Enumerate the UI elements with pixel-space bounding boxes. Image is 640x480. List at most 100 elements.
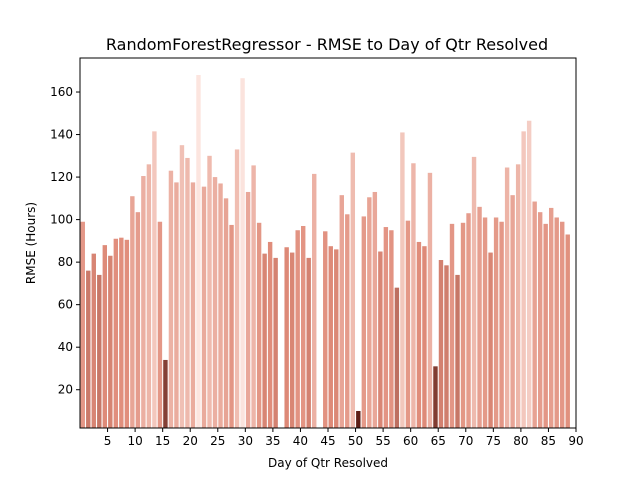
bar-day-14 bbox=[157, 221, 163, 428]
bar-day-3 bbox=[97, 274, 102, 428]
bar-day-49 bbox=[350, 152, 356, 428]
bar-day-9 bbox=[130, 196, 135, 428]
bar-day-53 bbox=[372, 191, 378, 428]
bar-day-65 bbox=[438, 260, 444, 428]
bar-day-5 bbox=[108, 255, 113, 428]
bar-day-22 bbox=[201, 186, 207, 428]
x-tick-label: 80 bbox=[513, 434, 528, 448]
bar-day-82 bbox=[532, 201, 537, 428]
bar-day-74 bbox=[488, 252, 493, 428]
bar-day-31 bbox=[251, 165, 256, 428]
bar-day-48 bbox=[345, 214, 350, 428]
bar-day-60 bbox=[411, 163, 416, 428]
x-tick-label: 55 bbox=[375, 434, 390, 448]
y-tick-label: 120 bbox=[50, 170, 73, 184]
bars-group bbox=[80, 75, 570, 429]
chart-title: RandomForestRegressor - RMSE to Day of Q… bbox=[106, 35, 548, 54]
x-tick-label: 90 bbox=[568, 434, 583, 448]
bar-day-85 bbox=[549, 207, 554, 428]
bar-day-63 bbox=[427, 172, 433, 428]
bar-day-51 bbox=[361, 216, 367, 428]
bar-day-86 bbox=[554, 217, 559, 428]
x-axis: 5 10 15 20 25 30 35 40 45 50 55 60 65 70 75 80 85 90 bbox=[104, 428, 584, 448]
y-tick-label: 40 bbox=[58, 340, 73, 354]
bar-day-88 bbox=[565, 234, 570, 428]
bar-day-23 bbox=[207, 155, 212, 428]
bar-day-54 bbox=[378, 251, 383, 428]
bar-day-50 bbox=[356, 410, 361, 428]
y-tick-label: 140 bbox=[50, 128, 73, 142]
bar-day-37 bbox=[284, 247, 289, 428]
bar-day-77 bbox=[504, 167, 510, 428]
x-axis-label: Day of Qtr Resolved bbox=[268, 456, 388, 470]
x-tick-label: 15 bbox=[155, 434, 170, 448]
bar-day-67 bbox=[449, 223, 455, 428]
x-tick-label: 45 bbox=[320, 434, 335, 448]
x-tick-label: 40 bbox=[293, 434, 308, 448]
bar-day-2 bbox=[91, 253, 96, 428]
bar-day-83 bbox=[537, 212, 543, 428]
bar-day-12 bbox=[146, 164, 152, 428]
bar-day-4 bbox=[102, 245, 108, 428]
bar-day-46 bbox=[334, 249, 339, 428]
bar-day-62 bbox=[422, 246, 427, 428]
bar-day-27 bbox=[229, 224, 234, 428]
bar-day-17 bbox=[174, 182, 179, 428]
bar-day-10 bbox=[135, 212, 141, 428]
bar-day-47 bbox=[339, 195, 344, 428]
y-axis-label: RMSE (Hours) bbox=[24, 202, 38, 284]
bar-day-64 bbox=[433, 366, 438, 428]
y-tick-label: 60 bbox=[58, 298, 73, 312]
bar-day-59 bbox=[405, 220, 411, 428]
bar-day-56 bbox=[389, 230, 394, 428]
bar-day-24 bbox=[212, 177, 218, 428]
bar-day-69 bbox=[460, 222, 466, 428]
bar-day-80 bbox=[521, 131, 526, 429]
x-tick-label: 60 bbox=[403, 434, 418, 448]
bar-day-30 bbox=[245, 191, 251, 428]
x-tick-label: 20 bbox=[183, 434, 198, 448]
bar-day-40 bbox=[301, 225, 306, 428]
bar-day-34 bbox=[267, 241, 273, 428]
bar-day-44 bbox=[323, 231, 328, 428]
bar-day-8 bbox=[124, 239, 130, 428]
bar-day-21 bbox=[196, 75, 201, 428]
bar-day-66 bbox=[444, 265, 449, 428]
bar-day-33 bbox=[262, 253, 267, 428]
bar-day-84 bbox=[543, 223, 548, 428]
bar-day-18 bbox=[179, 145, 185, 428]
x-tick-label: 10 bbox=[127, 434, 142, 448]
y-tick-label: 80 bbox=[58, 255, 73, 269]
bar-day-19 bbox=[185, 157, 190, 428]
bar-day-45 bbox=[328, 246, 333, 428]
bar-day-16 bbox=[168, 170, 174, 428]
bar-day-25 bbox=[218, 183, 223, 428]
x-tick-label: 25 bbox=[210, 434, 225, 448]
bar-day-73 bbox=[482, 217, 488, 428]
bar-day-81 bbox=[526, 120, 532, 428]
bar-day-52 bbox=[367, 197, 372, 428]
bar-day-11 bbox=[141, 176, 146, 428]
bar-day-41 bbox=[306, 257, 311, 428]
bar-day-61 bbox=[416, 241, 422, 428]
bar-day-29 bbox=[240, 78, 245, 428]
y-tick-label: 160 bbox=[50, 85, 73, 99]
bar-day-6 bbox=[113, 238, 119, 428]
bar-day-68 bbox=[455, 274, 460, 428]
x-tick-label: 65 bbox=[431, 434, 446, 448]
bar-day-78 bbox=[510, 195, 515, 428]
bar-day-15 bbox=[163, 359, 168, 428]
bar-day-32 bbox=[256, 222, 262, 428]
bar-day-1 bbox=[86, 270, 91, 428]
bar-day-57 bbox=[394, 287, 400, 428]
y-axis: 20 40 60 80 100 120 140 160 bbox=[50, 85, 80, 397]
bar-day-71 bbox=[471, 156, 477, 428]
x-tick-label: 75 bbox=[486, 434, 501, 448]
bar-day-75 bbox=[493, 217, 499, 428]
bar-day-7 bbox=[119, 237, 124, 428]
bar-day-28 bbox=[234, 149, 240, 428]
bar-day-13 bbox=[152, 131, 157, 429]
y-tick-label: 20 bbox=[58, 383, 73, 397]
bar-day-70 bbox=[466, 213, 471, 428]
